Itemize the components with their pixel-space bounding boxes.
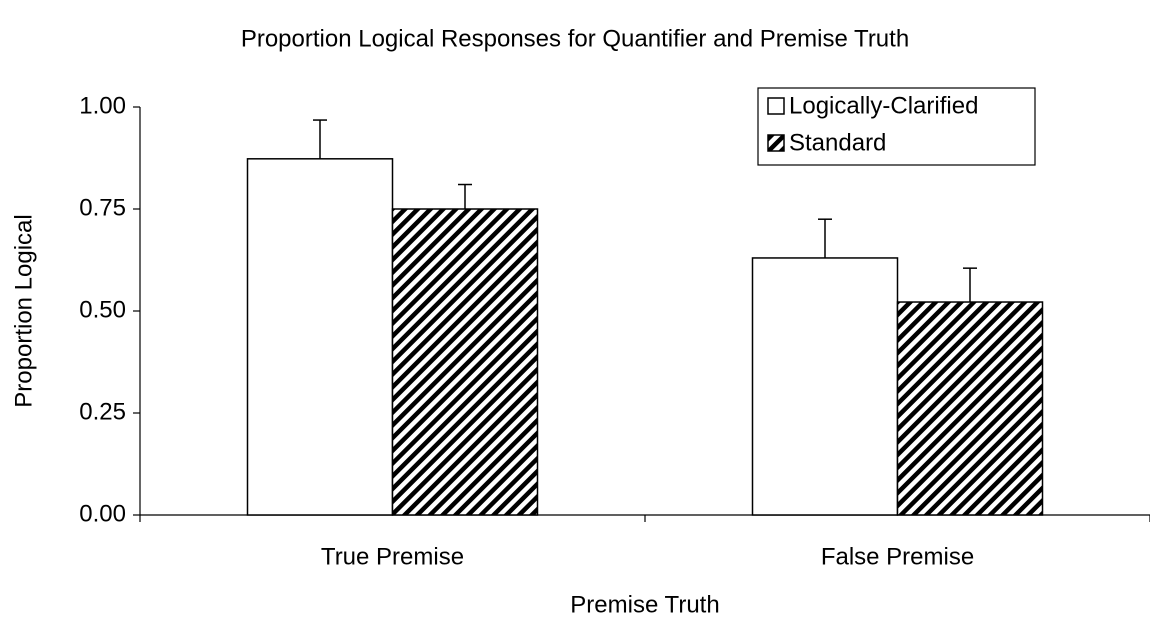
bar <box>246 158 394 516</box>
x-tick-label: True Premise <box>321 543 464 570</box>
legend-label: Standard <box>789 129 886 156</box>
bar <box>391 208 539 516</box>
y-tick-label: 0.50 <box>79 296 126 323</box>
legend-swatch <box>767 134 785 152</box>
y-tick-label: 0.00 <box>79 500 126 527</box>
legend-box <box>757 87 1036 166</box>
x-axis-label: Premise Truth <box>570 591 719 618</box>
y-tick-label: 0.75 <box>79 194 126 221</box>
chart-title: Proportion Logical Responses for Quantif… <box>241 25 909 52</box>
y-tick-label: 1.00 <box>79 92 126 119</box>
bar <box>896 301 1044 516</box>
legend-label: Logically-Clarified <box>789 92 978 119</box>
legend-swatch <box>767 97 785 115</box>
y-tick-label: 0.25 <box>79 398 126 425</box>
y-axis-label: Proportion Logical <box>10 214 37 407</box>
bar <box>751 257 899 516</box>
x-tick-label: False Premise <box>821 543 974 570</box>
